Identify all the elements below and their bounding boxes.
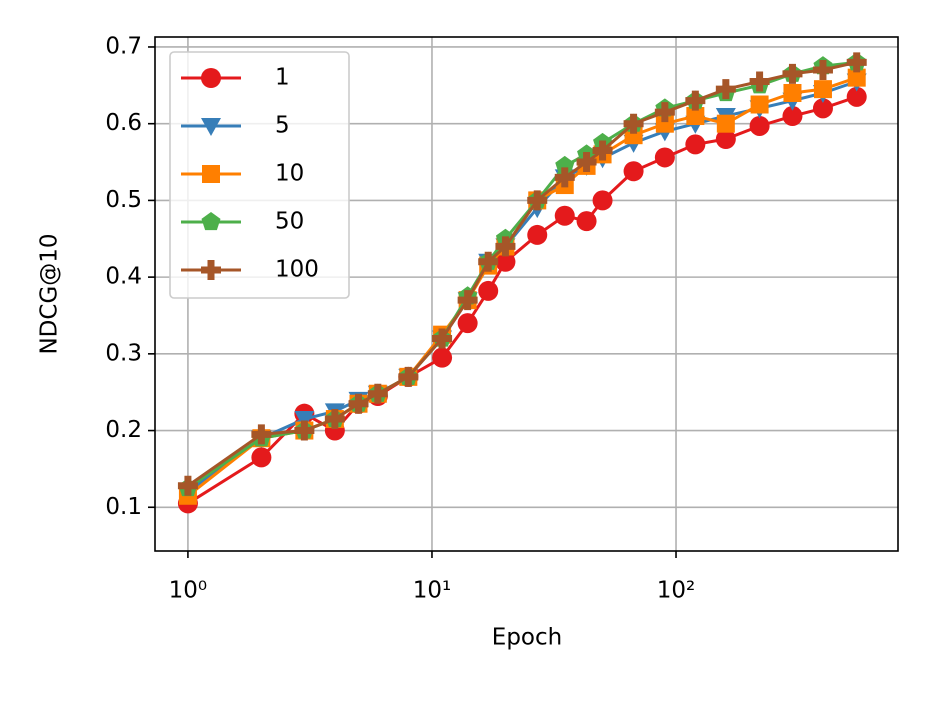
marker — [847, 68, 866, 87]
marker — [783, 84, 802, 103]
marker — [749, 71, 770, 92]
plot — [177, 52, 867, 514]
marker — [177, 475, 198, 496]
legend-marker — [202, 165, 220, 183]
plot-frame — [154, 36, 899, 552]
y-tick-label: 0.6 — [105, 110, 142, 136]
x-tick-label: 10⁰ — [169, 578, 208, 604]
legend-box — [169, 51, 350, 299]
marker — [655, 114, 674, 133]
x-axis-label: Epoch — [492, 625, 562, 651]
y-tick-label: 0.2 — [105, 417, 142, 443]
y-tick-label: 0.7 — [105, 33, 142, 59]
marker — [812, 59, 833, 80]
marker — [592, 140, 613, 161]
marker — [324, 409, 345, 430]
y-tick-label: 0.4 — [105, 264, 142, 290]
legend-marker — [201, 118, 221, 136]
legend-marker — [201, 260, 221, 280]
marker — [554, 167, 575, 188]
marker — [654, 102, 675, 123]
marker — [478, 280, 499, 301]
marker — [846, 86, 867, 107]
marker — [495, 236, 516, 257]
marker — [623, 161, 644, 182]
marker — [782, 106, 803, 127]
marker — [457, 313, 478, 334]
marker — [686, 107, 705, 126]
marker — [348, 393, 369, 414]
marker — [813, 80, 832, 99]
marker — [654, 147, 675, 168]
marker — [750, 95, 769, 114]
marker — [576, 152, 597, 173]
marker — [294, 411, 315, 430]
marker — [478, 251, 499, 272]
marker — [554, 205, 575, 226]
y-tick-label: 0.3 — [105, 340, 142, 366]
marker — [846, 52, 867, 73]
legend-label: 50 — [275, 209, 304, 235]
marker — [715, 129, 736, 150]
legend-label: 5 — [275, 113, 290, 139]
legend-label: 10 — [275, 161, 304, 187]
x-tick-label: 10² — [657, 578, 696, 604]
y-tick-label: 0.5 — [105, 187, 142, 213]
marker — [782, 63, 803, 84]
marker — [685, 134, 706, 155]
marker — [251, 447, 272, 468]
marker — [592, 190, 613, 211]
marker — [812, 98, 833, 119]
legend-marker — [201, 68, 221, 88]
marker — [367, 383, 388, 404]
marker — [251, 424, 272, 445]
legend-label: 100 — [275, 257, 319, 283]
marker — [398, 366, 419, 387]
marker — [457, 290, 478, 311]
marker — [527, 190, 548, 211]
marker — [716, 114, 735, 133]
marker — [527, 224, 548, 245]
marker — [495, 251, 516, 272]
marker — [685, 90, 706, 111]
marker — [576, 211, 597, 232]
marker — [432, 328, 453, 349]
marker — [715, 79, 736, 100]
marker — [623, 113, 644, 134]
legend-label: 1 — [275, 65, 290, 91]
marker — [294, 420, 315, 441]
marker — [432, 347, 453, 368]
marker — [749, 115, 770, 136]
y-tick-label: 0.1 — [105, 494, 142, 520]
y-axis-label: NDCG@10 — [37, 233, 63, 354]
x-tick-label: 10¹ — [413, 578, 452, 604]
marker — [555, 155, 575, 174]
legend-marker — [201, 212, 221, 231]
